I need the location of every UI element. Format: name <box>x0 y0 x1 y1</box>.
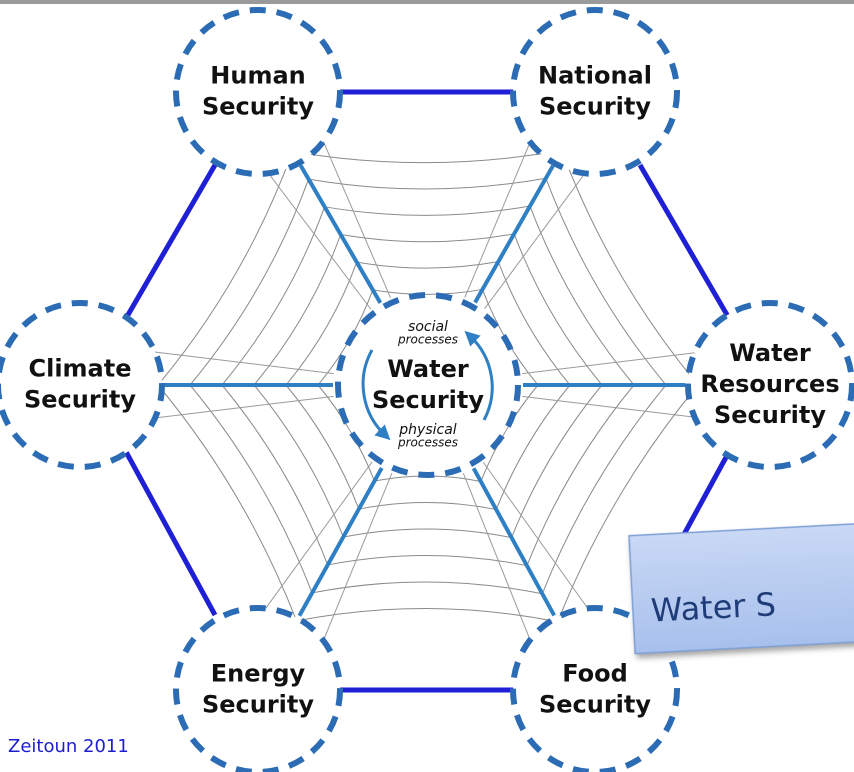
node-label: Energy <box>211 660 306 688</box>
edge <box>125 165 215 320</box>
web-radial <box>522 396 716 419</box>
spoke <box>301 166 381 303</box>
web-thread <box>158 151 293 385</box>
node-label: Food <box>562 660 628 688</box>
callout: Water S <box>629 522 854 653</box>
spoke <box>474 468 555 615</box>
center-title: Security <box>372 386 484 414</box>
node-label: Water <box>729 339 811 367</box>
citation: Zeitoun 2011 <box>8 736 129 757</box>
web-thread <box>293 150 562 162</box>
diagram: Human Security National Security Climate Secu… <box>0 0 854 772</box>
center-title: Water <box>387 355 469 383</box>
web-thread <box>512 385 602 538</box>
web-radial <box>483 462 596 621</box>
center-bottom: processes <box>397 436 458 450</box>
node-label: Resources <box>700 370 839 398</box>
web-thread <box>530 206 634 385</box>
center-top: processes <box>397 333 458 347</box>
web-radial <box>140 396 334 419</box>
web-thread <box>190 385 312 593</box>
node-label: Security <box>714 401 826 429</box>
web-thread <box>254 385 343 537</box>
web-thread <box>222 207 325 385</box>
node-label: Security <box>24 386 136 414</box>
node-label: Security <box>202 93 314 121</box>
web-thread <box>562 150 698 385</box>
web-thread <box>309 178 546 189</box>
web-thread <box>514 234 602 385</box>
node-label: Security <box>202 691 314 719</box>
web-thread <box>158 385 297 621</box>
web-thread <box>341 234 514 242</box>
node-label: Climate <box>28 355 131 383</box>
spoke <box>299 468 381 616</box>
edge <box>125 450 215 615</box>
callout-text: Water S <box>650 585 777 629</box>
edge <box>640 165 730 320</box>
node-label: Human <box>210 62 305 90</box>
center: social processes Water Security physical… <box>338 295 518 475</box>
web-thread <box>254 234 341 385</box>
top-border <box>0 0 854 4</box>
web-radial <box>253 153 370 309</box>
web-radial <box>140 350 334 373</box>
web-thread <box>325 206 530 215</box>
web-radial <box>258 462 373 620</box>
node-label: National <box>538 62 652 90</box>
node-label: Security <box>539 93 651 121</box>
node-label: Security <box>539 691 651 719</box>
